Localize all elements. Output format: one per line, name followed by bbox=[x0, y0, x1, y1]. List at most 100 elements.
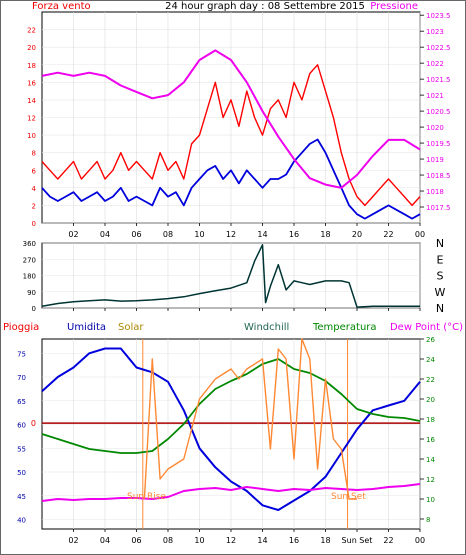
right-tick-label: 22 bbox=[426, 376, 435, 384]
panel1-series bbox=[41, 49, 421, 220]
right-tick-label: 1023.5 bbox=[426, 12, 451, 20]
right-tick-label: 16 bbox=[426, 436, 435, 444]
x-tick-label: 04 bbox=[100, 536, 110, 545]
x-tick-label: 04 bbox=[100, 230, 110, 239]
legend-solar: Solar bbox=[118, 322, 144, 333]
panel3-left-ticks: 40 45 50 55 60 65 70 75 0 bbox=[17, 350, 36, 524]
x-tick-label: Sun Set bbox=[342, 536, 373, 545]
right-tick-label: 1018.5 bbox=[426, 172, 451, 180]
panel1-right-ticks: 1017.5 1018 1018.5 1019 1019.5 1020 1020.5 1021… bbox=[420, 12, 451, 212]
right-tick-label: 1019 bbox=[426, 156, 444, 164]
panel3-grid bbox=[42, 339, 421, 529]
series-temperatura bbox=[41, 358, 421, 454]
x-tick-label: 06 bbox=[131, 230, 141, 239]
left-tick-label: 90 bbox=[27, 289, 36, 297]
x-tick-label: 02 bbox=[68, 536, 78, 545]
left-tick-label: 16 bbox=[27, 79, 36, 87]
right-tick-label: 1019.5 bbox=[426, 140, 451, 148]
left-tick-label: 40 bbox=[17, 517, 26, 525]
series-forza-vento bbox=[41, 64, 421, 207]
series-solar bbox=[143, 338, 357, 500]
right-tick-label: 24 bbox=[426, 356, 435, 364]
x-tick-label: 12 bbox=[226, 230, 236, 239]
left-tick-label: 55 bbox=[17, 445, 26, 453]
right-tick-label: 1021.5 bbox=[426, 76, 451, 84]
x-tick-label: 14 bbox=[257, 536, 267, 545]
left-tick-label: 22 bbox=[27, 27, 36, 35]
left-tick-label: 0 bbox=[32, 220, 36, 228]
x-tick-label: 16 bbox=[289, 230, 299, 239]
panel3-right-ticks: 8 10 12 14 16 18 20 22 24 26 bbox=[420, 336, 435, 524]
x-tick-label: 08 bbox=[163, 230, 173, 239]
panel1-left-ticks: 0 2 4 6 8 10 12 14 16 18 20 22 bbox=[27, 27, 36, 228]
left-tick-label: 180 bbox=[23, 273, 36, 281]
x-tick-label: 16 bbox=[289, 536, 299, 545]
right-tick-label: 1020 bbox=[426, 124, 444, 132]
series-wind-direction bbox=[41, 244, 420, 308]
right-tick-label: 1017.5 bbox=[426, 204, 451, 212]
x-tick-label: 14 bbox=[257, 230, 267, 239]
panel2-grid bbox=[42, 242, 421, 311]
wind-axis-label: Forza vento bbox=[32, 1, 91, 12]
panel2-series bbox=[41, 244, 420, 308]
panel2-left-ticks: 0 90 180 270 360 bbox=[23, 240, 36, 313]
left-tick-label: 270 bbox=[23, 256, 36, 264]
compass-label: N bbox=[436, 302, 444, 315]
legend-pioggia: Pioggia bbox=[3, 322, 39, 333]
left-tick-label: 70 bbox=[17, 374, 26, 382]
x-tick-label: 10 bbox=[194, 230, 204, 239]
right-tick-label: 1022 bbox=[426, 60, 444, 68]
left-tick-label: 45 bbox=[17, 493, 26, 501]
x-tick-label: 02 bbox=[68, 230, 78, 239]
panel1-grid bbox=[42, 12, 421, 224]
right-tick-label: 20 bbox=[426, 396, 435, 404]
compass-label: N bbox=[436, 237, 444, 250]
left-tick-label: 6 bbox=[32, 167, 37, 175]
series-vento-medio bbox=[41, 138, 421, 220]
panel3-x-ticks: 02 04 06 08 10 12 14 16 18 Sun Set 22 00 bbox=[68, 529, 425, 545]
left-tick-label: 2 bbox=[32, 202, 36, 210]
left-tick-label: 12 bbox=[27, 115, 36, 123]
x-tick-label: 22 bbox=[383, 230, 393, 239]
legend-umidita: Umidita bbox=[67, 322, 106, 333]
right-tick-label: 18 bbox=[426, 416, 435, 424]
graph-title: 24 hour graph day : 08 Settembre 2015 bbox=[165, 1, 365, 12]
right-tick-label: 14 bbox=[426, 456, 435, 464]
left-tick-label: 65 bbox=[17, 398, 26, 406]
right-tick-label: 12 bbox=[426, 476, 435, 484]
x-tick-label: 00 bbox=[415, 536, 425, 545]
legend-windchill: Windchill bbox=[244, 322, 289, 333]
compass-label: S bbox=[437, 270, 444, 283]
left-tick-label: 18 bbox=[27, 62, 36, 70]
compass-label: W bbox=[435, 286, 446, 299]
left-tick-label: 8 bbox=[32, 150, 36, 158]
x-tick-label: 22 bbox=[383, 536, 393, 545]
pressure-axis-label: Pressione bbox=[370, 1, 418, 12]
series-pressione bbox=[41, 49, 421, 189]
series-dew-point bbox=[41, 483, 421, 502]
left-tick-label: 10 bbox=[27, 132, 36, 140]
x-tick-label: 08 bbox=[163, 536, 173, 545]
legend-dewpoint: Dew Point (°C) bbox=[390, 322, 463, 333]
left-tick-label: 0 bbox=[32, 305, 36, 313]
x-tick-label: 00 bbox=[415, 230, 425, 239]
panel1-x-ticks: 02 04 06 08 10 12 14 16 18 20 22 00 bbox=[68, 223, 425, 239]
rain-tick-label: 0 bbox=[31, 419, 36, 428]
x-tick-label: 06 bbox=[131, 536, 141, 545]
right-tick-label: 1023 bbox=[426, 28, 444, 36]
series-umidita bbox=[41, 347, 421, 511]
x-tick-label: 20 bbox=[352, 230, 362, 239]
sun-set-label: Sun Set bbox=[331, 492, 366, 502]
panel3-legend: Pioggia Umidita Solar Windchill Temperat… bbox=[3, 322, 463, 333]
panel3-series bbox=[41, 338, 421, 529]
sun-rise-label: Sun Rise bbox=[127, 492, 166, 502]
left-tick-label: 75 bbox=[17, 350, 26, 358]
right-tick-label: 10 bbox=[426, 496, 435, 504]
left-tick-label: 50 bbox=[17, 469, 26, 477]
right-tick-label: 8 bbox=[426, 516, 430, 524]
x-tick-label: 10 bbox=[194, 536, 204, 545]
right-tick-label: 26 bbox=[426, 336, 435, 344]
